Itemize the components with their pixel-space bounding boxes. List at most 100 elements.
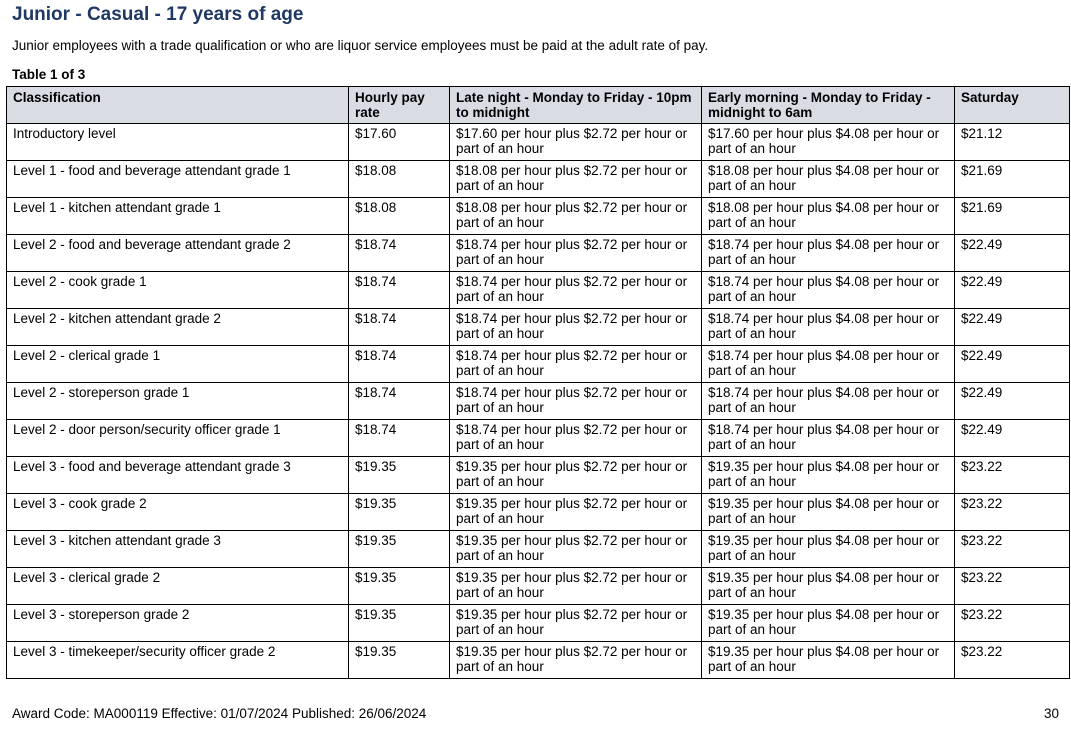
cell-saturday: $23.22 <box>954 567 1070 605</box>
cell-early-morning: $19.35 per hour plus $4.08 per hour or p… <box>701 641 955 679</box>
cell-early-morning: $18.74 per hour plus $4.08 per hour or p… <box>701 308 955 346</box>
column-header-hourly-rate: Hourly pay rate <box>348 86 450 124</box>
column-header-early-morning: Early morning - Monday to Friday - midni… <box>701 86 955 124</box>
intro-text: Junior employees with a trade qualificat… <box>12 38 709 53</box>
cell-late-night: $18.74 per hour plus $2.72 per hour or p… <box>449 419 702 457</box>
cell-late-night: $18.74 per hour plus $2.72 per hour or p… <box>449 382 702 420</box>
cell-hourly-rate: $19.35 <box>348 641 450 679</box>
cell-early-morning: $18.74 per hour plus $4.08 per hour or p… <box>701 382 955 420</box>
cell-classification: Level 2 - kitchen attendant grade 2 <box>6 308 349 346</box>
cell-early-morning: $19.35 per hour plus $4.08 per hour or p… <box>701 456 955 494</box>
cell-late-night: $19.35 per hour plus $2.72 per hour or p… <box>449 530 702 568</box>
cell-hourly-rate: $18.74 <box>348 419 450 457</box>
table-row: Level 3 - cook grade 2 $19.35 $19.35 per h… <box>6 493 1070 531</box>
table-row: Level 2 - clerical grade 1 $18.74 $18.74 p… <box>6 345 1070 383</box>
cell-late-night: $18.74 per hour plus $2.72 per hour or p… <box>449 308 702 346</box>
cell-hourly-rate: $18.74 <box>348 308 450 346</box>
cell-hourly-rate: $18.08 <box>348 197 450 235</box>
cell-classification: Level 1 - kitchen attendant grade 1 <box>6 197 349 235</box>
cell-classification: Level 3 - timekeeper/security officer gr… <box>6 641 349 679</box>
cell-early-morning: $18.74 per hour plus $4.08 per hour or p… <box>701 234 955 272</box>
cell-hourly-rate: $19.35 <box>348 530 450 568</box>
cell-saturday: $22.49 <box>954 382 1070 420</box>
cell-hourly-rate: $18.74 <box>348 382 450 420</box>
cell-late-night: $19.35 per hour plus $2.72 per hour or p… <box>449 604 702 642</box>
table-row: Level 3 - food and beverage attendant gr… <box>6 456 1070 494</box>
cell-late-night: $19.35 per hour plus $2.72 per hour or p… <box>449 456 702 494</box>
page-title: Junior - Casual - 17 years of age <box>12 4 304 25</box>
cell-classification: Level 2 - cook grade 1 <box>6 271 349 309</box>
cell-early-morning: $19.35 per hour plus $4.08 per hour or p… <box>701 530 955 568</box>
cell-classification: Level 2 - storeperson grade 1 <box>6 382 349 420</box>
cell-classification: Level 3 - food and beverage attendant gr… <box>6 456 349 494</box>
cell-classification: Level 3 - storeperson grade 2 <box>6 604 349 642</box>
table-row: Level 3 - kitchen attendant grade 3 $19.3… <box>6 530 1070 568</box>
cell-early-morning: $17.60 per hour plus $4.08 per hour or p… <box>701 123 955 161</box>
cell-saturday: $23.22 <box>954 604 1070 642</box>
cell-early-morning: $18.08 per hour plus $4.08 per hour or p… <box>701 160 955 198</box>
cell-late-night: $18.74 per hour plus $2.72 per hour or p… <box>449 345 702 383</box>
column-header-classification: Classification <box>6 86 349 124</box>
cell-saturday: $22.49 <box>954 308 1070 346</box>
table-row: Level 1 - food and beverage attendant gr… <box>6 160 1070 198</box>
cell-late-night: $18.08 per hour plus $2.72 per hour or p… <box>449 197 702 235</box>
cell-saturday: $21.12 <box>954 123 1070 161</box>
cell-classification: Level 3 - cook grade 2 <box>6 493 349 531</box>
cell-classification: Level 2 - clerical grade 1 <box>6 345 349 383</box>
cell-hourly-rate: $18.74 <box>348 345 450 383</box>
table-row: Level 2 - storeperson grade 1 $18.74 $18.7… <box>6 382 1070 420</box>
cell-late-night: $19.35 per hour plus $2.72 per hour or p… <box>449 567 702 605</box>
cell-hourly-rate: $19.35 <box>348 604 450 642</box>
table-row: Level 2 - door person/security officer g… <box>6 419 1070 457</box>
cell-late-night: $19.35 per hour plus $2.72 per hour or p… <box>449 493 702 531</box>
column-header-late-night: Late night - Monday to Friday - 10pm to … <box>449 86 702 124</box>
cell-early-morning: $18.08 per hour plus $4.08 per hour or p… <box>701 197 955 235</box>
table-row: Level 3 - timekeeper/security officer gr… <box>6 641 1070 679</box>
cell-late-night: $18.74 per hour plus $2.72 per hour or p… <box>449 271 702 309</box>
column-header-saturday: Saturday <box>954 86 1070 124</box>
table-row: Introductory level $17.60 $17.60 per hour … <box>6 123 1070 161</box>
cell-saturday: $21.69 <box>954 197 1070 235</box>
cell-hourly-rate: $19.35 <box>348 493 450 531</box>
table-row: Level 2 - cook grade 1 $18.74 $18.74 per h… <box>6 271 1070 309</box>
pay-rates-table: Classification Hourly pay rate Late nigh… <box>6 86 1070 679</box>
table-row: Level 2 - food and beverage attendant gr… <box>6 234 1070 272</box>
cell-hourly-rate: $18.74 <box>348 271 450 309</box>
table-body: Introductory level $17.60 $17.60 per hour … <box>6 123 1070 679</box>
cell-saturday: $22.49 <box>954 271 1070 309</box>
cell-saturday: $22.49 <box>954 419 1070 457</box>
cell-early-morning: $19.35 per hour plus $4.08 per hour or p… <box>701 567 955 605</box>
cell-saturday: $23.22 <box>954 456 1070 494</box>
cell-saturday: $22.49 <box>954 234 1070 272</box>
cell-hourly-rate: $18.74 <box>348 234 450 272</box>
cell-early-morning: $18.74 per hour plus $4.08 per hour or p… <box>701 271 955 309</box>
cell-saturday: $23.22 <box>954 530 1070 568</box>
cell-early-morning: $18.74 per hour plus $4.08 per hour or p… <box>701 419 955 457</box>
cell-late-night: $18.74 per hour plus $2.72 per hour or p… <box>449 234 702 272</box>
cell-late-night: $19.35 per hour plus $2.72 per hour or p… <box>449 641 702 679</box>
cell-early-morning: $18.74 per hour plus $4.08 per hour or p… <box>701 345 955 383</box>
table-row: Level 1 - kitchen attendant grade 1 $18.0… <box>6 197 1070 235</box>
table-row: Level 3 - clerical grade 2 $19.35 $19.35 p… <box>6 567 1070 605</box>
footer-award-info: Award Code: MA000119 Effective: 01/07/20… <box>12 706 427 721</box>
cell-late-night: $17.60 per hour plus $2.72 per hour or p… <box>449 123 702 161</box>
cell-classification: Level 1 - food and beverage attendant gr… <box>6 160 349 198</box>
cell-hourly-rate: $17.60 <box>348 123 450 161</box>
table-header-row: Classification Hourly pay rate Late nigh… <box>6 86 1070 124</box>
cell-hourly-rate: $18.08 <box>348 160 450 198</box>
cell-saturday: $23.22 <box>954 493 1070 531</box>
cell-classification: Introductory level <box>6 123 349 161</box>
cell-classification: Level 3 - kitchen attendant grade 3 <box>6 530 349 568</box>
cell-saturday: $23.22 <box>954 641 1070 679</box>
cell-early-morning: $19.35 per hour plus $4.08 per hour or p… <box>701 493 955 531</box>
cell-hourly-rate: $19.35 <box>348 456 450 494</box>
page-number: 30 <box>1043 706 1059 721</box>
table-row: Level 3 - storeperson grade 2 $19.35 $19.3… <box>6 604 1070 642</box>
cell-hourly-rate: $19.35 <box>348 567 450 605</box>
cell-classification: Level 2 - door person/security officer g… <box>6 419 349 457</box>
cell-saturday: $22.49 <box>954 345 1070 383</box>
table-row: Level 2 - kitchen attendant grade 2 $18.7… <box>6 308 1070 346</box>
cell-classification: Level 2 - food and beverage attendant gr… <box>6 234 349 272</box>
cell-early-morning: $19.35 per hour plus $4.08 per hour or p… <box>701 604 955 642</box>
cell-saturday: $21.69 <box>954 160 1070 198</box>
